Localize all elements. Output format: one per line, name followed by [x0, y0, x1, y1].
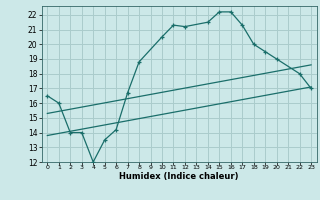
X-axis label: Humidex (Indice chaleur): Humidex (Indice chaleur)	[119, 172, 239, 181]
